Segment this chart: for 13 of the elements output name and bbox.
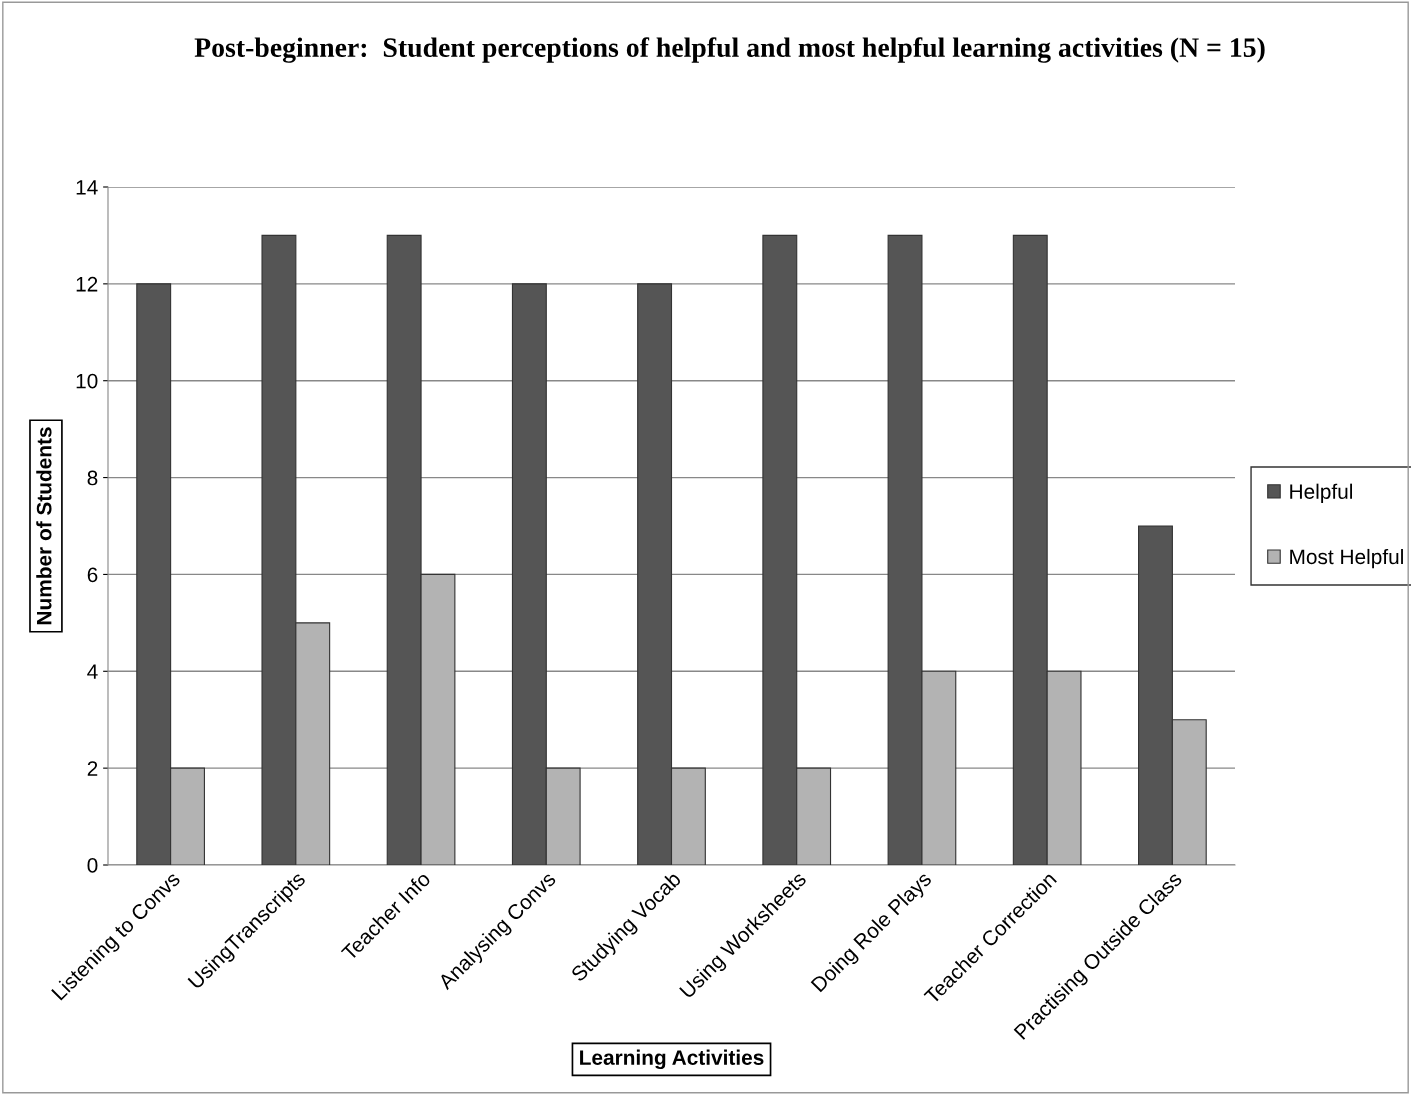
y-tick-label: 0 <box>87 858 98 873</box>
legend-label: Helpful <box>1290 483 1353 504</box>
y-tick-label: 12 <box>76 276 98 292</box>
legend-label: Most Helpful <box>1290 548 1403 569</box>
y-axis-title: Number of Students <box>36 427 52 625</box>
y-tick-label: 14 <box>76 180 98 195</box>
y-tick-label: 8 <box>87 470 98 486</box>
chart-title: Post-beginner: Student perceptions of helpful and most helpful learning activities (N = 15) <box>194 37 1265 63</box>
y-tick-label: 10 <box>76 373 98 389</box>
x-axis-title: Learning Activities <box>580 1049 764 1070</box>
y-tick-label: 4 <box>87 664 98 679</box>
y-tick-label: 2 <box>87 761 98 776</box>
y-tick-label: 6 <box>87 567 98 583</box>
